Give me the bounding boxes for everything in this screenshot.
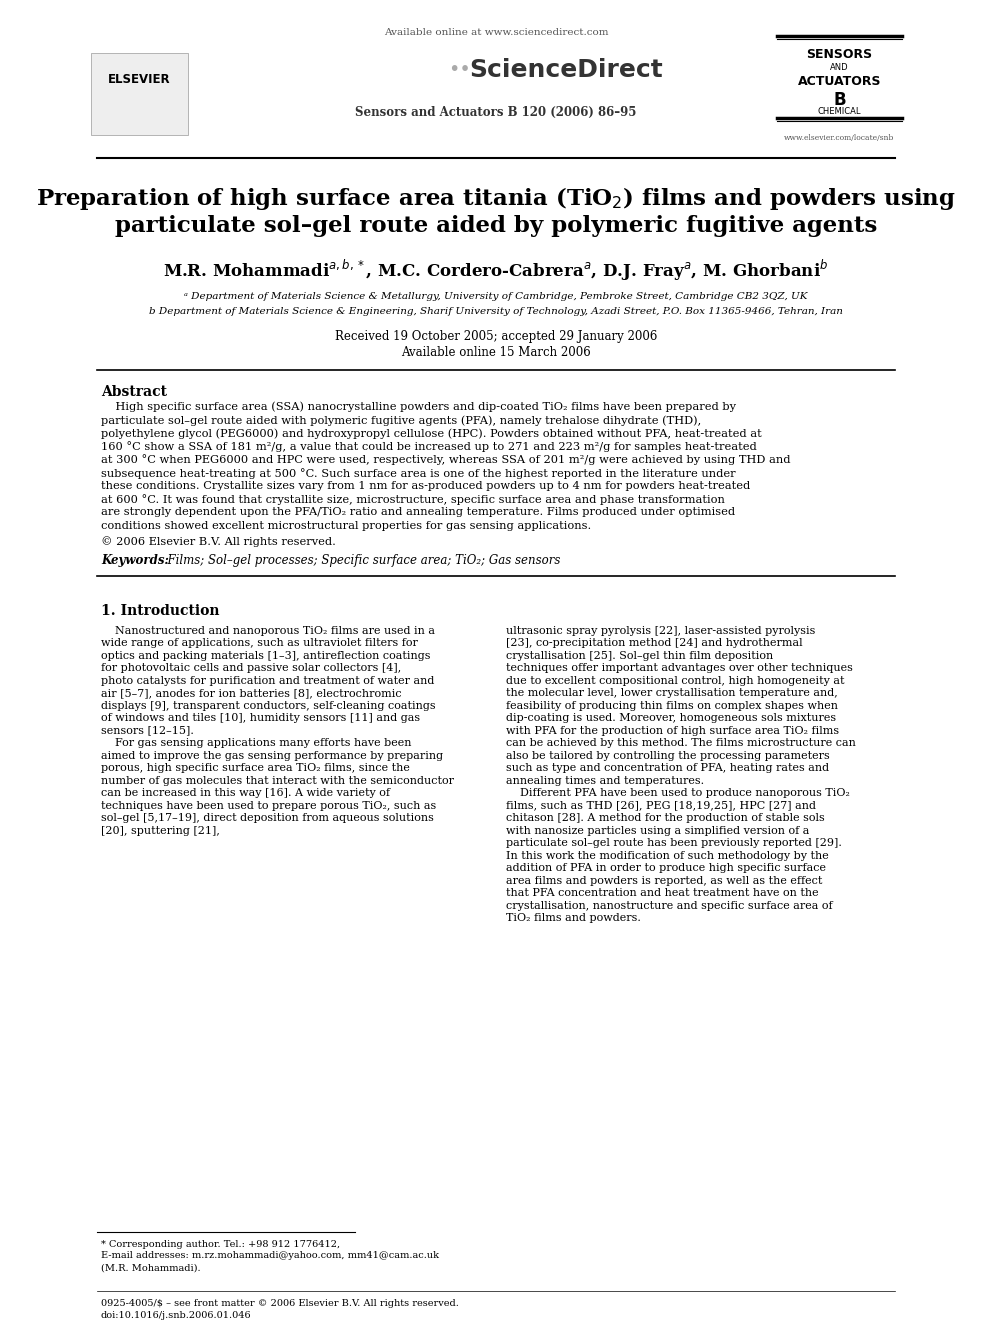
Text: doi:10.1016/j.snb.2006.01.046: doi:10.1016/j.snb.2006.01.046 — [101, 1311, 252, 1320]
Text: ACTUATORS: ACTUATORS — [798, 75, 881, 87]
Text: Keywords:: Keywords: — [101, 554, 169, 566]
Text: such as type and concentration of PFA, heating rates and: such as type and concentration of PFA, h… — [506, 763, 829, 773]
Text: techniques have been used to prepare porous TiO₂, such as: techniques have been used to prepare por… — [101, 800, 436, 811]
Text: M.R. Mohammadi$^{a,b,*}$, M.C. Cordero-Cabrera$^{a}$, D.J. Fray$^{a}$, M. Ghorba: M.R. Mohammadi$^{a,b,*}$, M.C. Cordero-C… — [164, 258, 828, 283]
Text: number of gas molecules that interact with the semiconductor: number of gas molecules that interact wi… — [101, 775, 454, 786]
Bar — [90, 53, 188, 135]
Text: can be increased in this way [16]. A wide variety of: can be increased in this way [16]. A wid… — [101, 789, 390, 798]
Text: photo catalysts for purification and treatment of water and: photo catalysts for purification and tre… — [101, 676, 434, 685]
Text: sol–gel [5,17–19], direct deposition from aqueous solutions: sol–gel [5,17–19], direct deposition fro… — [101, 814, 434, 823]
Text: Available online at www.sciencedirect.com: Available online at www.sciencedirect.co… — [384, 28, 608, 37]
Text: b Department of Materials Science & Engineering, Sharif University of Technology: b Department of Materials Science & Engi… — [149, 307, 843, 316]
Text: can be achieved by this method. The films microstructure can: can be achieved by this method. The film… — [506, 738, 856, 749]
Text: sensors [12–15].: sensors [12–15]. — [101, 726, 193, 736]
Text: www.elsevier.com/locate/snb: www.elsevier.com/locate/snb — [784, 134, 895, 142]
Text: air [5–7], anodes for ion batteries [8], electrochromic: air [5–7], anodes for ion batteries [8],… — [101, 688, 402, 699]
Text: Abstract: Abstract — [101, 385, 167, 398]
Text: E-mail addresses: m.rz.mohammadi@yahoo.com, mm41@cam.ac.uk: E-mail addresses: m.rz.mohammadi@yahoo.c… — [101, 1252, 438, 1261]
Text: polyethylene glycol (PEG6000) and hydroxypropyl cellulose (HPC). Powders obtaine: polyethylene glycol (PEG6000) and hydrox… — [101, 429, 762, 439]
Text: that PFA concentration and heat treatment have on the: that PFA concentration and heat treatmen… — [506, 888, 818, 898]
Text: High specific surface area (SSA) nanocrystalline powders and dip-coated TiO₂ fil: High specific surface area (SSA) nanocry… — [101, 402, 736, 413]
Text: © 2006 Elsevier B.V. All rights reserved.: © 2006 Elsevier B.V. All rights reserved… — [101, 536, 336, 546]
Text: For gas sensing applications many efforts have been: For gas sensing applications many effort… — [101, 738, 412, 749]
Text: of windows and tiles [10], humidity sensors [11] and gas: of windows and tiles [10], humidity sens… — [101, 713, 420, 724]
Text: at 600 °C. It was found that crystallite size, microstructure, specific surface : at 600 °C. It was found that crystallite… — [101, 495, 725, 505]
Text: TiO₂ films and powders.: TiO₂ films and powders. — [506, 913, 641, 923]
Text: displays [9], transparent conductors, self-cleaning coatings: displays [9], transparent conductors, se… — [101, 701, 435, 710]
Text: addition of PFA in order to produce high specific surface: addition of PFA in order to produce high… — [506, 863, 826, 873]
Text: feasibility of producing thin films on complex shapes when: feasibility of producing thin films on c… — [506, 701, 838, 710]
Text: 1. Introduction: 1. Introduction — [101, 603, 219, 618]
Text: the molecular level, lower crystallisation temperature and,: the molecular level, lower crystallisati… — [506, 688, 838, 699]
Text: SENSORS: SENSORS — [806, 48, 872, 61]
Text: crystallisation, nanostructure and specific surface area of: crystallisation, nanostructure and speci… — [506, 901, 833, 910]
Text: particulate sol–gel route aided by polymeric fugitive agents: particulate sol–gel route aided by polym… — [115, 214, 877, 237]
Text: ••: •• — [448, 60, 471, 79]
Text: crystallisation [25]. Sol–gel thin film deposition: crystallisation [25]. Sol–gel thin film … — [506, 651, 774, 660]
Text: particulate sol–gel route aided with polymeric fugitive agents (PFA), namely tre: particulate sol–gel route aided with pol… — [101, 415, 701, 426]
Text: Nanostructured and nanoporous TiO₂ films are used in a: Nanostructured and nanoporous TiO₂ films… — [101, 626, 434, 636]
Text: Available online 15 March 2006: Available online 15 March 2006 — [401, 345, 591, 359]
Text: techniques offer important advantages over other techniques: techniques offer important advantages ov… — [506, 663, 853, 673]
Text: B: B — [833, 91, 845, 108]
Text: * Corresponding author. Tel.: +98 912 1776412,: * Corresponding author. Tel.: +98 912 17… — [101, 1240, 340, 1249]
Text: (M.R. Mohammadi).: (M.R. Mohammadi). — [101, 1263, 200, 1273]
Text: optics and packing materials [1–3], antireflection coatings: optics and packing materials [1–3], anti… — [101, 651, 431, 660]
Text: ultrasonic spray pyrolysis [22], laser-assisted pyrolysis: ultrasonic spray pyrolysis [22], laser-a… — [506, 626, 815, 636]
Text: area films and powders is reported, as well as the effect: area films and powders is reported, as w… — [506, 876, 822, 885]
Text: at 300 °C when PEG6000 and HPC were used, respectively, whereas SSA of 201 m²/g : at 300 °C when PEG6000 and HPC were used… — [101, 455, 791, 466]
Text: ELSEVIER: ELSEVIER — [108, 74, 171, 86]
Text: conditions showed excellent microstructural properties for gas sensing applicati: conditions showed excellent microstructu… — [101, 520, 591, 531]
Text: dip-coating is used. Moreover, homogeneous sols mixtures: dip-coating is used. Moreover, homogeneo… — [506, 713, 836, 724]
Text: 0925-4005/$ – see front matter © 2006 Elsevier B.V. All rights reserved.: 0925-4005/$ – see front matter © 2006 El… — [101, 1299, 459, 1308]
Text: Different PFA have been used to produce nanoporous TiO₂: Different PFA have been used to produce … — [506, 789, 850, 798]
Text: for photovoltaic cells and passive solar collectors [4],: for photovoltaic cells and passive solar… — [101, 663, 401, 673]
Text: aimed to improve the gas sensing performance by preparing: aimed to improve the gas sensing perform… — [101, 750, 443, 761]
Text: CHEMICAL: CHEMICAL — [817, 107, 861, 116]
Text: [20], sputtering [21],: [20], sputtering [21], — [101, 826, 220, 836]
Text: [23], co-precipitation method [24] and hydrothermal: [23], co-precipitation method [24] and h… — [506, 638, 803, 648]
Text: these conditions. Crystallite sizes vary from 1 nm for as-produced powders up to: these conditions. Crystallite sizes vary… — [101, 482, 750, 491]
Text: porous, high specific surface area TiO₂ films, since the: porous, high specific surface area TiO₂ … — [101, 763, 410, 773]
Text: particulate sol–gel route has been previously reported [29].: particulate sol–gel route has been previ… — [506, 839, 842, 848]
Text: due to excellent compositional control, high homogeneity at: due to excellent compositional control, … — [506, 676, 844, 685]
Text: Films; Sol–gel processes; Specific surface area; TiO₂; Gas sensors: Films; Sol–gel processes; Specific surfa… — [161, 554, 560, 566]
Text: subsequence heat-treating at 500 °C. Such surface area is one of the highest rep: subsequence heat-treating at 500 °C. Suc… — [101, 468, 735, 479]
Text: In this work the modification of such methodology by the: In this work the modification of such me… — [506, 851, 829, 861]
Text: with PFA for the production of high surface area TiO₂ films: with PFA for the production of high surf… — [506, 726, 839, 736]
Text: also be tailored by controlling the processing parameters: also be tailored by controlling the proc… — [506, 750, 830, 761]
Text: wide range of applications, such as ultraviolet filters for: wide range of applications, such as ultr… — [101, 638, 418, 648]
Text: ᵃ Department of Materials Science & Metallurgy, University of Cambridge, Pembrok: ᵃ Department of Materials Science & Meta… — [185, 292, 807, 300]
Text: with nanosize particles using a simplified version of a: with nanosize particles using a simplifi… — [506, 826, 809, 836]
Text: Preparation of high surface area titania (TiO$_2$) films and powders using: Preparation of high surface area titania… — [36, 185, 956, 212]
Text: 160 °C show a SSA of 181 m²/g, a value that could be increased up to 271 and 223: 160 °C show a SSA of 181 m²/g, a value t… — [101, 442, 757, 452]
Text: Received 19 October 2005; accepted 29 January 2006: Received 19 October 2005; accepted 29 Ja… — [335, 329, 657, 343]
Text: Sensors and Actuators B 120 (2006) 86–95: Sensors and Actuators B 120 (2006) 86–95 — [355, 106, 637, 119]
Text: ScienceDirect: ScienceDirect — [470, 58, 664, 82]
Text: AND: AND — [830, 64, 849, 71]
Text: annealing times and temperatures.: annealing times and temperatures. — [506, 775, 704, 786]
Text: are strongly dependent upon the PFA/TiO₂ ratio and annealing temperature. Films : are strongly dependent upon the PFA/TiO₂… — [101, 508, 735, 517]
Text: films, such as THD [26], PEG [18,19,25], HPC [27] and: films, such as THD [26], PEG [18,19,25],… — [506, 800, 816, 811]
Text: chitason [28]. A method for the production of stable sols: chitason [28]. A method for the producti… — [506, 814, 825, 823]
